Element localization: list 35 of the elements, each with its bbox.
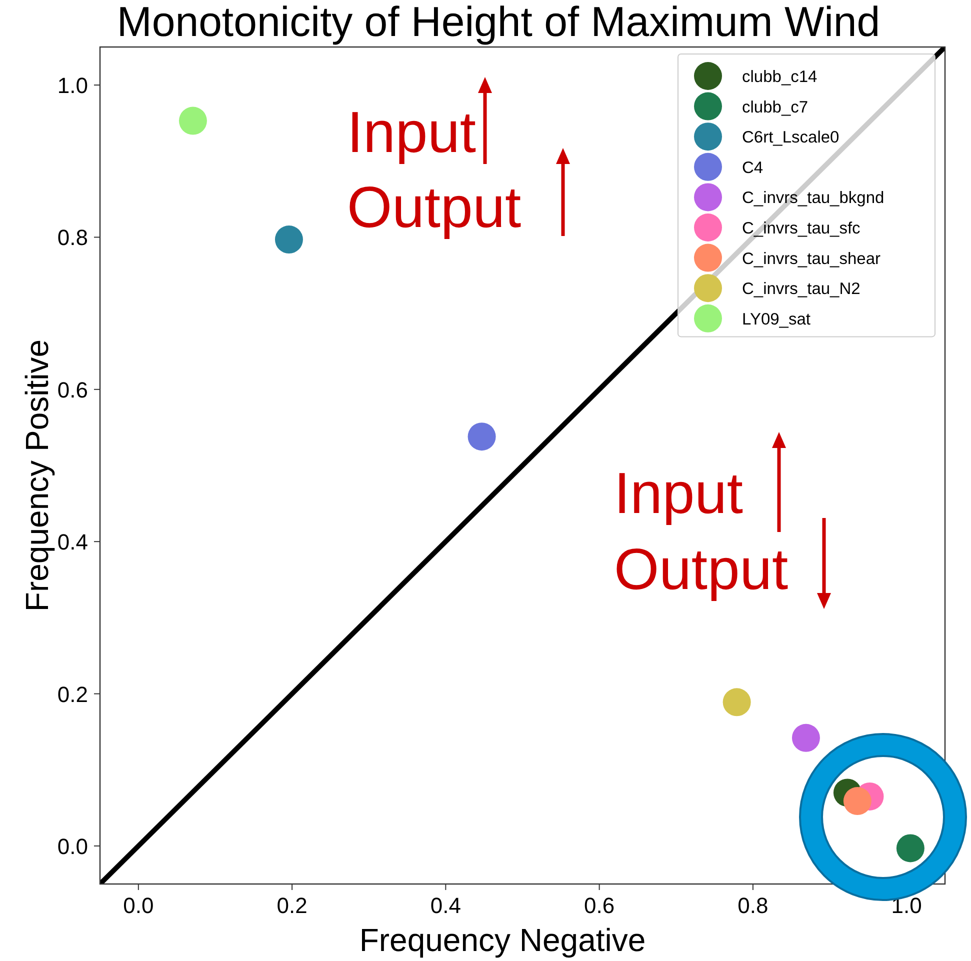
legend-label: C_invrs_tau_N2 — [742, 280, 860, 298]
point — [468, 422, 496, 451]
point — [792, 724, 820, 752]
x-tick-label: 0.8 — [738, 893, 768, 918]
point — [722, 688, 751, 716]
x-tick-label: 0.0 — [123, 893, 154, 918]
x-tick-label: 0.4 — [430, 893, 461, 918]
point — [843, 787, 872, 816]
x-axis-title: Frequency Negative — [359, 922, 646, 958]
x-tick-label: 0.6 — [584, 893, 615, 918]
legend-label: clubb_c14 — [742, 68, 818, 86]
y-tick-label: 0.6 — [57, 377, 88, 402]
legend-label: C6rt_Lscale0 — [742, 128, 840, 147]
legend-label: LY09_sat — [742, 310, 811, 328]
y-tick-label: 0.2 — [57, 682, 88, 707]
legend-label: C_invrs_tau_bkgnd — [742, 189, 884, 208]
point — [274, 226, 303, 254]
y-axis-title: Frequency Positive — [19, 339, 55, 612]
chart-title: Monotonicity of Height of Maximum Wind — [116, 0, 880, 45]
x-tick-label: 0.2 — [276, 893, 308, 918]
legend-label: C_invrs_tau_shear — [742, 250, 881, 268]
y-tick-label: 0.8 — [57, 225, 88, 250]
annotation: Output — [347, 175, 522, 240]
legend-label: clubb_c7 — [742, 98, 808, 116]
annotation: Input — [347, 100, 476, 165]
x-tick-label: 1.0 — [891, 893, 922, 918]
legend-label: C_invrs_tau_sfc — [742, 220, 860, 238]
point — [178, 106, 207, 135]
y-tick-label: 0.0 — [57, 834, 88, 859]
point — [896, 834, 924, 862]
y-tick-label: 1.0 — [57, 73, 88, 98]
annotation: Output — [614, 537, 788, 602]
y-tick-label: 0.4 — [57, 530, 88, 555]
legend-label: C4 — [742, 158, 764, 177]
annotation: Input — [614, 461, 743, 526]
